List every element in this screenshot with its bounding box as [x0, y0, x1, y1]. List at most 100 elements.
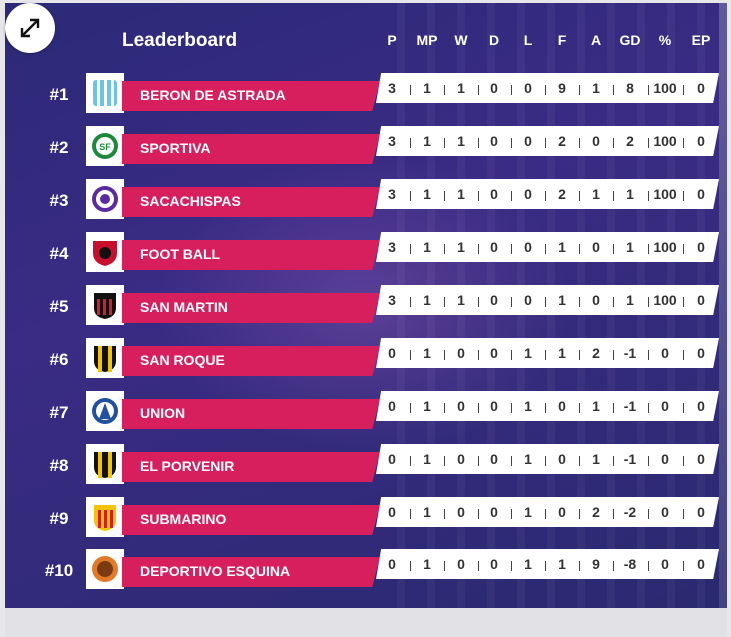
team-stats-panel [376, 73, 719, 103]
team-rank: #1 [49, 85, 69, 104]
stat-separator [648, 85, 649, 95]
stat-separator [648, 509, 649, 519]
column-header: L [523, 32, 533, 48]
leaderboard-row[interactable]: #2 SF SPORTIVA 3 1 1 0 0 2 0 2 100 0 [0, 126, 731, 170]
stat-cell: 1 [423, 80, 431, 96]
leaderboard-row[interactable]: #1 BERON DE ASTRADA 3 1 1 0 0 9 1 8 100 0 [0, 73, 731, 117]
stat-separator [478, 403, 479, 413]
stat-separator [478, 350, 479, 360]
foot-ball-crest [86, 232, 124, 272]
team-stats-panel [376, 179, 719, 209]
stat-cell: 100 [653, 292, 677, 308]
stat-separator [613, 85, 614, 95]
leaderboard-row[interactable]: #9 SUBMARINO 0 1 0 0 1 0 2 -2 0 0 [0, 497, 731, 541]
leaderboard-row[interactable]: #10 DEPORTIVO ESQUINA 0 1 0 0 1 1 9 -8 0 0 [0, 549, 731, 593]
stat-cell: 0 [490, 133, 498, 149]
leaderboard-row[interactable]: #6 SAN ROQUE 0 1 0 0 1 1 2 -1 0 0 [0, 338, 731, 382]
stat-separator [545, 350, 546, 360]
stat-separator [444, 509, 445, 519]
team-stats-panel [376, 444, 719, 474]
stat-cell: 0 [457, 504, 465, 520]
stat-separator [545, 244, 546, 254]
stat-separator [648, 403, 649, 413]
stat-cell: 1 [626, 292, 634, 308]
team-rank: #5 [49, 297, 69, 316]
stat-separator [545, 85, 546, 95]
stat-separator [613, 403, 614, 413]
column-header: GD [619, 32, 641, 48]
stat-cell: 0 [524, 292, 532, 308]
stat-separator [579, 403, 580, 413]
stat-cell: 0 [558, 398, 566, 414]
stat-cell: 1 [558, 556, 566, 572]
stat-cell: 2 [592, 504, 600, 520]
stat-cell: 0 [697, 504, 705, 520]
stat-separator [683, 138, 684, 148]
stat-cell: 0 [457, 398, 465, 414]
stat-separator [683, 509, 684, 519]
team-name: EL PORVENIR [140, 458, 235, 474]
stat-cell: 1 [457, 239, 465, 255]
team-name: SPORTIVA [140, 140, 211, 156]
stat-cell: -1 [623, 451, 637, 467]
column-header: A [590, 32, 602, 48]
stat-cell: 9 [592, 556, 600, 572]
stat-separator [545, 561, 546, 571]
stat-separator [683, 244, 684, 254]
stat-cell: 0 [490, 398, 498, 414]
stat-cell: 0 [697, 451, 705, 467]
stat-separator [648, 350, 649, 360]
stat-cell: 1 [524, 504, 532, 520]
team-name-bar [122, 134, 380, 164]
submarino-crest [86, 497, 124, 537]
expand-arrows-icon [20, 18, 40, 38]
stat-separator [444, 244, 445, 254]
stat-separator [545, 297, 546, 307]
expand-button[interactable] [5, 3, 55, 53]
stat-separator [579, 509, 580, 519]
team-rank: #6 [49, 350, 69, 369]
stat-separator [444, 456, 445, 466]
stat-cell: 1 [592, 398, 600, 414]
leaderboard-row[interactable]: #8 EL PORVENIR 0 1 0 0 1 0 1 -1 0 0 [0, 444, 731, 488]
stat-cell: 0 [661, 398, 669, 414]
stat-cell: 0 [592, 292, 600, 308]
stat-cell: 1 [626, 239, 634, 255]
team-rank: #3 [49, 191, 69, 210]
stat-separator [444, 350, 445, 360]
stat-separator [648, 561, 649, 571]
union-crest [86, 391, 124, 431]
team-name-bar [122, 452, 380, 482]
stat-cell: 0 [457, 451, 465, 467]
stat-separator [613, 244, 614, 254]
leaderboard-row[interactable]: #3 SACACHISPAS 3 1 1 0 0 2 1 1 100 0 [0, 179, 731, 223]
san-martin-crest [86, 285, 124, 325]
leaderboard-row[interactable]: #7 UNION 0 1 0 0 1 0 1 -1 0 0 [0, 391, 731, 435]
stat-cell: 1 [592, 80, 600, 96]
stat-separator [545, 191, 546, 201]
stat-separator [545, 509, 546, 519]
column-header: D [488, 32, 500, 48]
stat-separator [511, 85, 512, 95]
stat-separator [444, 403, 445, 413]
stat-cell: 1 [592, 451, 600, 467]
team-name-bar [122, 346, 380, 376]
leaderboard-row[interactable]: #4 FOOT BALL 3 1 1 0 0 1 0 1 100 0 [0, 232, 731, 276]
stat-cell: 1 [558, 345, 566, 361]
team-name: DEPORTIVO ESQUINA [140, 563, 291, 579]
stat-cell: 0 [558, 504, 566, 520]
san-roque-crest [86, 338, 124, 378]
stat-cell: 0 [490, 239, 498, 255]
stat-cell: 0 [490, 345, 498, 361]
stat-cell: 0 [388, 398, 396, 414]
stat-cell: 1 [457, 133, 465, 149]
stat-cell: 2 [558, 186, 566, 202]
stat-cell: 0 [661, 345, 669, 361]
stat-separator [579, 138, 580, 148]
stat-separator [478, 85, 479, 95]
stat-separator [511, 456, 512, 466]
stat-cell: 0 [697, 398, 705, 414]
team-name-bar [122, 81, 380, 111]
leaderboard-row[interactable]: #5 SAN MARTIN 3 1 1 0 0 1 0 1 100 0 [0, 285, 731, 329]
widget-edge [719, 3, 727, 608]
